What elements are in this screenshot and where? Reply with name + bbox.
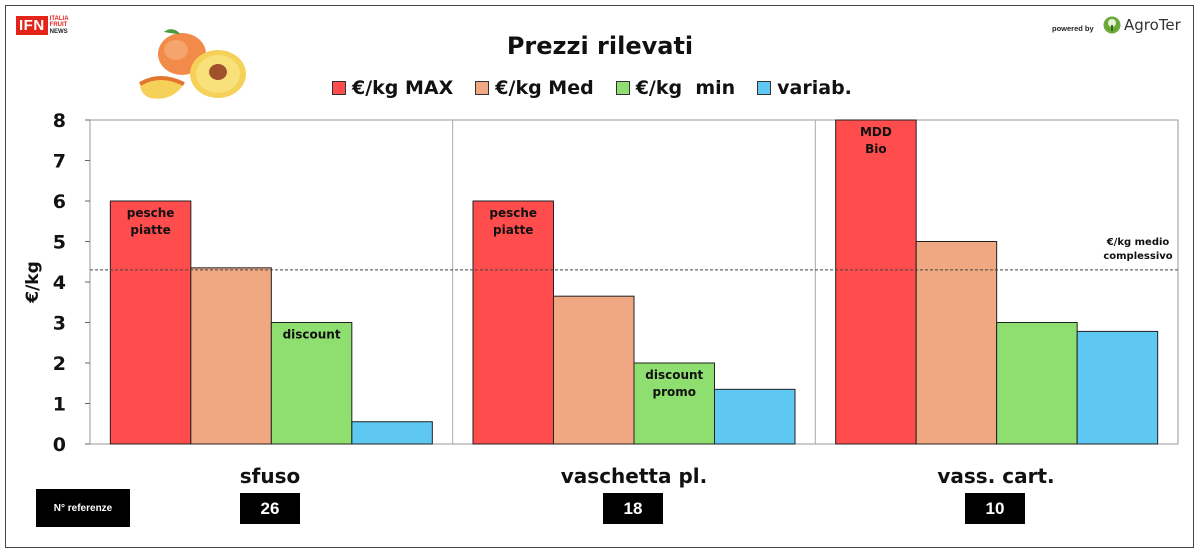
agroter-name: AgroTer — [1124, 16, 1181, 34]
references-count-vaschetta: 18 — [603, 493, 663, 524]
peach-illustration — [138, 29, 246, 99]
legend-item-variab: variab. — [757, 77, 852, 99]
bar-0-0 — [109, 200, 192, 445]
y-tick-label: 6 — [53, 191, 66, 213]
references-count-vass-cart: 10 — [965, 493, 1025, 524]
bar-3-0 — [351, 421, 433, 445]
legend-swatch-max — [332, 81, 346, 95]
bar-2-1 — [633, 362, 715, 445]
bar-2-0 — [270, 322, 353, 445]
agroter-logo: AgroTer — [1103, 16, 1181, 34]
y-tick-label: 4 — [53, 272, 66, 294]
bar-annotation: piatte — [493, 223, 533, 237]
bar-0-2 — [835, 119, 917, 445]
legend-swatch-variab — [757, 81, 772, 95]
references-label: N° referenze — [36, 489, 130, 527]
legend-label-max: €/kg MAX — [352, 77, 454, 99]
y-tick-label: 2 — [53, 353, 66, 375]
bar-annotation: pesche — [489, 206, 537, 220]
logo-sub-line-3: NEWS — [49, 28, 68, 35]
category-label-vass-cart: vass. cart. — [937, 464, 1055, 488]
bar-1-0 — [190, 267, 272, 445]
legend-label-med: €/kg Med — [495, 77, 594, 99]
y-tick-label: 3 — [53, 313, 66, 335]
logo-sub-line-2: FRUIT — [49, 22, 68, 29]
logo-sub-line-1: ITALIA — [49, 16, 69, 22]
bar-3-2 — [1076, 330, 1159, 445]
bar-1-2 — [915, 241, 998, 445]
bar-annotation: MDD — [860, 125, 892, 139]
powered-by-text: powered by — [1052, 24, 1094, 33]
legend-label-min: €/kg min — [635, 77, 736, 99]
category-label-sfuso: sfuso — [239, 464, 301, 488]
bar-annotation: discount — [645, 368, 703, 382]
bar-annotation: promo — [653, 385, 697, 399]
bar-annotation: discount — [283, 328, 341, 342]
ifn-logo-text: IFN — [16, 16, 48, 36]
bar-annotation: piatte — [130, 223, 170, 237]
agroter-tree-icon — [1103, 16, 1121, 34]
y-tick-label: 5 — [53, 232, 66, 254]
y-tick-label: 8 — [53, 110, 66, 132]
reference-line-label: €/kg medio — [1106, 237, 1170, 248]
bar-0-1 — [472, 200, 554, 445]
ifn-logo: IFN ITALIA FRUIT NEWS — [16, 16, 69, 36]
legend-item-med: €/kg Med — [475, 77, 594, 99]
bar-2-2 — [996, 322, 1078, 445]
y-tick-label: 0 — [53, 434, 66, 456]
legend-swatch-min — [615, 81, 630, 95]
category-label-vaschetta: vaschetta pl. — [560, 464, 708, 488]
legend-item-min: €/kg min — [615, 77, 736, 99]
chart-title: Prezzi rilevati — [506, 32, 694, 60]
y-tick-label: 7 — [53, 151, 66, 173]
references-count-sfuso: 26 — [240, 493, 300, 524]
legend-swatch-med — [475, 81, 490, 95]
reference-line-label: complessivo — [1103, 251, 1172, 262]
ifn-logo-sub: ITALIA FRUIT NEWS — [50, 16, 69, 35]
y-tick-label: 1 — [53, 394, 66, 416]
legend-label-variab: variab. — [777, 77, 852, 99]
bar-3-1 — [714, 388, 796, 445]
bar-annotation: Bio — [865, 142, 887, 156]
bar-annotation: pesche — [127, 206, 175, 220]
y-axis-label: €/kg — [23, 261, 43, 304]
legend-item-max: €/kg MAX — [332, 77, 453, 99]
bar-1-1 — [553, 295, 635, 445]
chart-legend: €/kg MAX €/kg Med €/kg min variab. — [332, 77, 874, 99]
